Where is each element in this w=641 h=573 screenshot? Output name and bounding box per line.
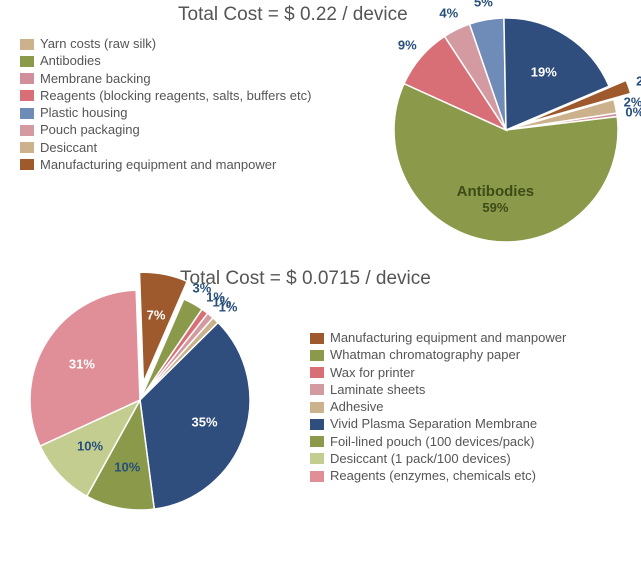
legend-item: Desiccant: [20, 140, 311, 156]
legend-swatch: [310, 419, 324, 430]
legend-label: Laminate sheets: [330, 382, 425, 398]
legend-label: Wax for printer: [330, 365, 415, 381]
legend-swatch: [310, 402, 324, 413]
legend-label: Vivid Plasma Separation Membrane: [330, 416, 537, 432]
pie-slice-label: Antibodies59%: [457, 183, 535, 215]
legend-item: Vivid Plasma Separation Membrane: [310, 416, 566, 432]
legend-label: Yarn costs (raw silk): [40, 36, 156, 52]
pie-slice-label: 19%: [531, 64, 557, 79]
legend-swatch: [310, 471, 324, 482]
legend-item: Membrane backing: [20, 71, 311, 87]
pie-slice-label: 5%: [474, 0, 493, 9]
legend-swatch: [310, 384, 324, 395]
legend-swatch: [20, 108, 34, 119]
bottom-legend: Manufacturing equipment and manpowerWhat…: [310, 330, 566, 485]
legend-label: Reagents (blocking reagents, salts, buff…: [40, 88, 311, 104]
bottom-pie-chart: 7%3%1%1%1%35%10%10%31%: [0, 232, 308, 568]
top-legend: Yarn costs (raw silk)Antibodies Membrane …: [20, 36, 311, 174]
pie-slice-label: 4%: [439, 6, 458, 21]
pie-slice-label: 1%: [219, 300, 238, 315]
legend-item: Pouch packaging: [20, 122, 311, 138]
legend-swatch: [20, 56, 34, 67]
legend-swatch: [20, 142, 34, 153]
legend-swatch: [310, 367, 324, 378]
legend-label: Manufacturing equipment and manpower: [40, 157, 276, 173]
legend-label: Pouch packaging: [40, 122, 140, 138]
legend-swatch: [20, 159, 34, 170]
pie-slice-label: 10%: [77, 439, 103, 454]
legend-label: Adhesive: [330, 399, 383, 415]
pie-slice-label: 10%: [114, 460, 140, 475]
legend-item: Plastic housing: [20, 105, 311, 121]
legend-item: Reagents (enzymes, chemicals etc): [310, 468, 566, 484]
legend-item: Foil-lined pouch (100 devices/pack): [310, 434, 566, 450]
legend-item: Laminate sheets: [310, 382, 566, 398]
legend-item: Whatman chromatography paper: [310, 347, 566, 363]
legend-item: Desiccant (1 pack/100 devices): [310, 451, 566, 467]
legend-swatch: [20, 90, 34, 101]
pie-slice-label: 31%: [69, 357, 95, 372]
legend-item: Adhesive: [310, 399, 566, 415]
legend-label: Desiccant (1 pack/100 devices): [330, 451, 511, 467]
pie-slice-label: 7%: [147, 308, 166, 323]
legend-label: Whatman chromatography paper: [330, 347, 520, 363]
legend-swatch: [310, 436, 324, 447]
legend-label: Antibodies: [40, 53, 101, 69]
legend-label: Reagents (enzymes, chemicals etc): [330, 468, 536, 484]
pie-slice-label: 9%: [398, 38, 417, 53]
pie-slice-label: 2%: [636, 73, 641, 88]
pie-slice-label: 0%: [625, 105, 641, 120]
legend-swatch: [310, 453, 324, 464]
legend-label: Foil-lined pouch (100 devices/pack): [330, 434, 535, 450]
legend-label: Plastic housing: [40, 105, 127, 121]
legend-swatch: [20, 125, 34, 136]
legend-swatch: [20, 39, 34, 50]
pie-slice-label: 35%: [192, 415, 218, 430]
legend-label: Membrane backing: [40, 71, 151, 87]
legend-item: Yarn costs (raw silk): [20, 36, 311, 52]
legend-swatch: [20, 73, 34, 84]
legend-swatch: [310, 333, 324, 344]
legend-label: Manufacturing equipment and manpower: [330, 330, 566, 346]
legend-item: Manufacturing equipment and manpower: [20, 157, 311, 173]
legend-label: Desiccant: [40, 140, 97, 156]
legend-swatch: [310, 350, 324, 361]
legend-item: Reagents (blocking reagents, salts, buff…: [20, 88, 311, 104]
legend-item: Manufacturing equipment and manpower: [310, 330, 566, 346]
top-pie-chart: 2%2%0%Antibodies59%9%4%5%19%: [336, 0, 641, 300]
legend-item: Antibodies: [20, 53, 311, 69]
legend-item: Wax for printer: [310, 365, 566, 381]
